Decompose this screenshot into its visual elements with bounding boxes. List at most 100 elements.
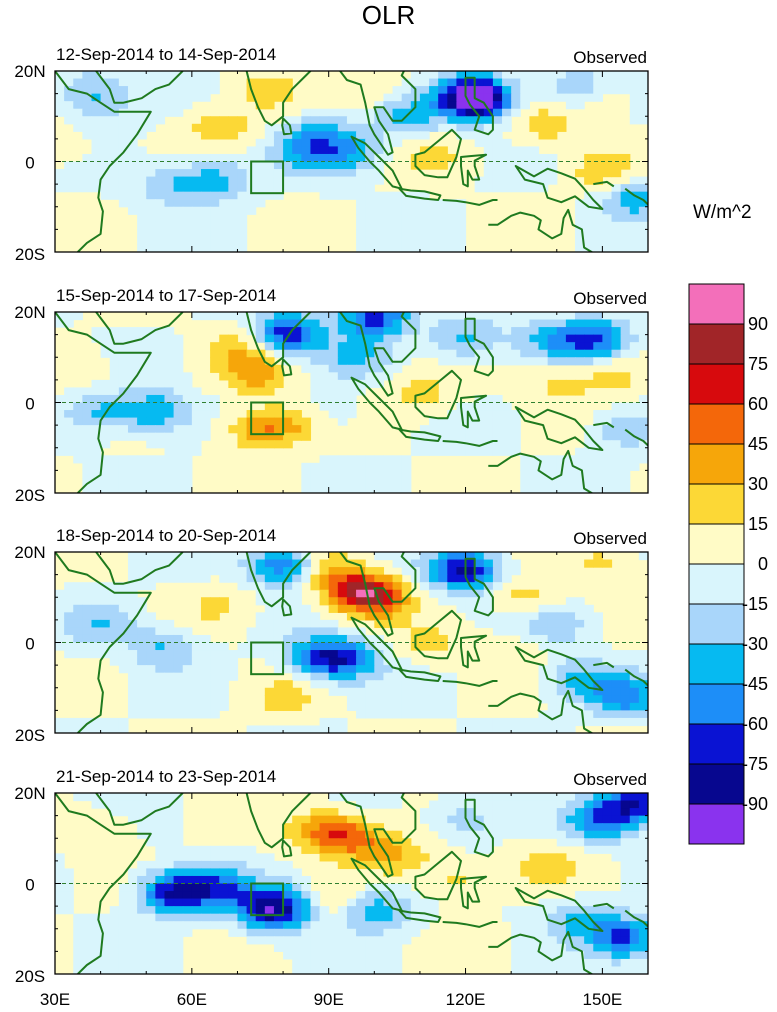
field-cell [255,725,266,733]
field-cell [191,672,202,681]
field-cell [173,883,184,892]
field-cell [200,612,211,621]
field-cell [419,334,430,343]
field-cell [593,642,603,651]
field-cell [620,379,631,389]
field-cell [392,943,403,952]
field-cell [520,146,530,155]
colorbar-swatch [688,803,745,845]
field-cell [255,417,266,426]
field-cell [483,334,494,343]
field-cell [474,612,485,621]
field-cell [429,387,439,396]
field-cell [319,485,330,493]
field-cell [73,78,83,87]
field-cell [319,364,330,373]
field-cell [310,619,321,629]
field-cell [638,176,648,185]
field-cell [374,845,385,854]
field-cell [401,93,412,102]
field-cell [556,455,567,464]
field-cell [118,717,129,727]
arabia-coast [95,552,184,585]
field-cell [593,440,603,449]
field-cell [419,229,430,238]
field-cell [346,470,357,479]
field-cell [419,642,430,651]
borneo [414,609,462,660]
field-cell [447,206,458,215]
field-cell [547,319,558,328]
field-cell [538,334,549,343]
field-cell [611,808,622,817]
field-cell [474,845,485,854]
field-cell [547,642,558,651]
field-cell [127,582,138,591]
field-cell [401,477,412,487]
field-cell [538,943,549,952]
field-cell [283,657,293,666]
field-cell [182,387,193,396]
field-cell [520,928,530,937]
field-cell [328,169,339,178]
field-cell [538,958,549,968]
field-cell [237,123,248,132]
field-cell [264,883,275,892]
field-cell [200,672,211,681]
field-cell [100,402,111,411]
field-cell [118,657,129,666]
field-cell [584,815,594,824]
field-cell [109,582,120,591]
field-cell [483,582,494,591]
field-cell [246,853,257,862]
field-cell [237,169,248,178]
field-cell [511,334,521,343]
field-cell [629,860,640,870]
field-cell [137,891,147,900]
field-cell [365,650,375,659]
field-cell [292,327,302,336]
field-cell [155,236,166,246]
field-cell [246,199,257,208]
field-cell [575,334,585,343]
field-cell [593,898,603,907]
field-cell [611,349,622,358]
field-cell [611,793,622,802]
field-cell [328,634,339,644]
colorbar-units: W/m^2 [693,202,752,223]
field-cell [146,823,156,832]
field-cell [492,78,503,87]
field-cell [73,604,83,613]
field-cell [392,860,403,870]
field-cell [118,642,129,651]
field-cell [127,928,138,937]
field-cell [629,815,640,824]
field-cell [611,462,622,471]
field-cell [629,928,640,937]
field-cell [273,928,284,937]
field-cell [273,432,284,441]
field-cell [173,221,184,230]
field-cell [374,131,385,140]
field-cell [474,589,485,598]
field-cell [602,921,613,930]
field-cell [264,650,275,659]
field-cell [319,966,330,974]
field-cell [419,93,430,102]
field-cell [383,214,394,223]
field-cell [611,334,622,343]
field-cell [602,191,613,200]
field-cell [620,206,631,215]
field-cell [337,462,348,471]
field-cell [365,582,375,591]
field-cell [483,432,494,441]
field-cell [629,342,640,351]
field-cell [146,860,156,870]
field-cell [246,387,257,396]
field-cell [264,552,275,561]
field-cell [328,379,339,389]
field-cell [419,153,430,163]
field-cell [483,161,494,170]
field-cell [374,650,385,659]
field-cell [146,334,156,343]
